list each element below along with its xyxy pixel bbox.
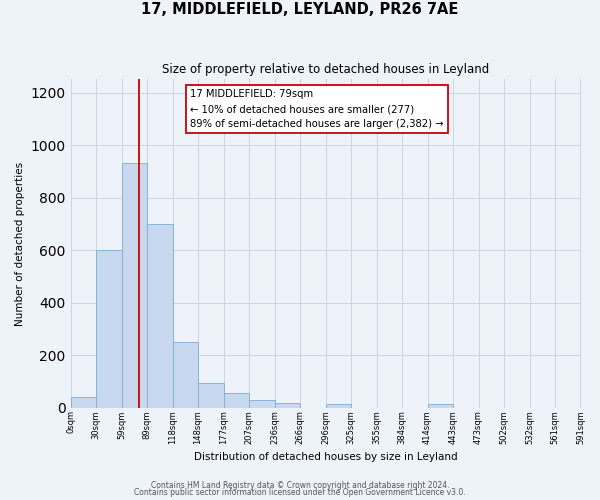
- Bar: [326, 404, 351, 407]
- Bar: [224, 393, 249, 407]
- Y-axis label: Number of detached properties: Number of detached properties: [15, 162, 25, 326]
- Text: Contains public sector information licensed under the Open Government Licence v3: Contains public sector information licen…: [134, 488, 466, 497]
- Bar: [275, 403, 300, 407]
- Text: 17, MIDDLEFIELD, LEYLAND, PR26 7AE: 17, MIDDLEFIELD, LEYLAND, PR26 7AE: [142, 2, 458, 18]
- Bar: [198, 382, 224, 407]
- Text: 17 MIDDLEFIELD: 79sqm
← 10% of detached houses are smaller (277)
89% of semi-det: 17 MIDDLEFIELD: 79sqm ← 10% of detached …: [190, 90, 444, 129]
- Title: Size of property relative to detached houses in Leyland: Size of property relative to detached ho…: [162, 62, 489, 76]
- X-axis label: Distribution of detached houses by size in Leyland: Distribution of detached houses by size …: [194, 452, 457, 462]
- Bar: [147, 224, 173, 408]
- Bar: [173, 342, 198, 407]
- Bar: [249, 400, 275, 407]
- Bar: [428, 404, 453, 407]
- Bar: [122, 164, 147, 408]
- Bar: [71, 397, 96, 407]
- Text: Contains HM Land Registry data © Crown copyright and database right 2024.: Contains HM Land Registry data © Crown c…: [151, 480, 449, 490]
- Bar: [96, 250, 122, 408]
